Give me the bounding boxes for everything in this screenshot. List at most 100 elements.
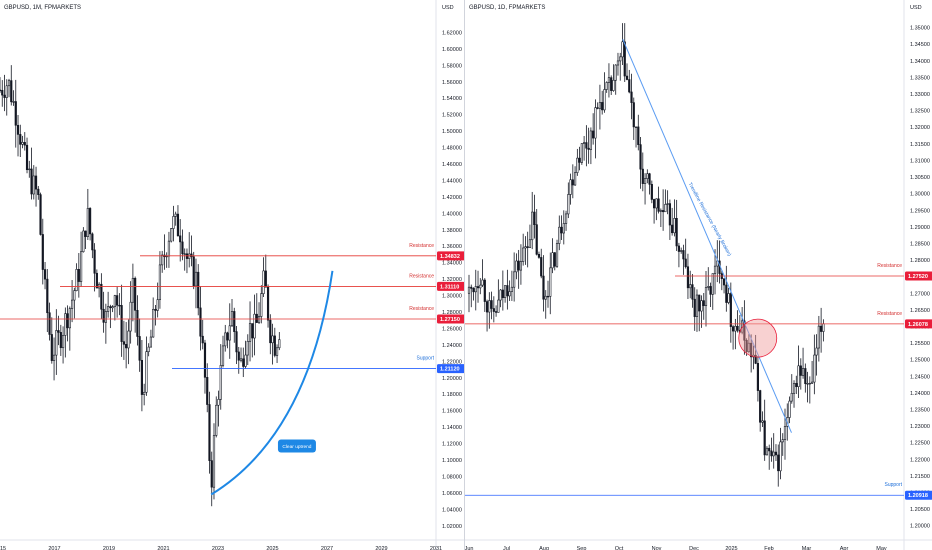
candle — [691, 284, 694, 300]
candle — [605, 82, 608, 90]
candle — [192, 256, 195, 287]
candle — [745, 339, 748, 352]
candle — [104, 311, 107, 323]
candle — [808, 382, 811, 385]
level-price-tag — [437, 251, 464, 261]
y-tick-label: 1.44000 — [442, 178, 462, 184]
candle — [707, 286, 710, 288]
y-tick-label: 1.46000 — [442, 162, 462, 168]
candle — [587, 147, 590, 150]
candle — [513, 271, 516, 288]
candle — [488, 300, 491, 313]
candle — [161, 254, 164, 266]
uptrend-arc[interactable] — [210, 270, 334, 496]
candle — [727, 293, 730, 303]
candle — [777, 454, 780, 472]
candle — [698, 294, 701, 312]
callout-bubble[interactable] — [277, 439, 316, 453]
candle — [768, 447, 771, 452]
x-tick-label: 2027 — [321, 546, 333, 550]
candle — [32, 175, 35, 195]
candle — [34, 175, 38, 190]
chart-pane-daily[interactable]: GBPUSD, 1D, FPMARKETS USD 1.20000 1.20500 1.… — [465, 0, 932, 550]
candle — [476, 286, 480, 289]
candle — [734, 325, 737, 332]
candle — [526, 246, 529, 248]
candle — [57, 330, 60, 333]
candle — [700, 300, 703, 312]
candle — [275, 347, 279, 356]
candle — [80, 251, 83, 282]
candle — [820, 325, 823, 332]
y-tick-label: 1.28000 — [442, 310, 462, 316]
x-tick-label: 2019 — [103, 546, 115, 550]
candle — [569, 179, 572, 195]
candle — [248, 323, 252, 342]
candle — [592, 130, 595, 139]
candle — [519, 261, 523, 271]
y-tick-label: 1.28500 — [910, 241, 930, 247]
candle — [585, 142, 588, 149]
candle — [224, 332, 227, 347]
breakout-highlight-circle[interactable] — [738, 318, 778, 358]
candle — [39, 194, 42, 235]
y-tick-label: 1.38000 — [442, 228, 462, 234]
candle — [790, 392, 793, 402]
candle — [156, 299, 159, 311]
candle — [497, 299, 500, 313]
candle — [116, 295, 119, 306]
x-tick-label: Mar — [802, 546, 812, 550]
candle — [770, 450, 773, 457]
pane-divider[interactable] — [464, 0, 465, 550]
candle — [138, 336, 141, 361]
candle — [515, 260, 518, 273]
candle — [797, 365, 800, 388]
candle — [662, 210, 665, 213]
daily-chart-svg[interactable]: GBPUSD, 1D, FPMARKETS USD 1.20000 1.20500 1.… — [465, 0, 932, 550]
x-tick-label: Sep — [577, 546, 587, 550]
candle — [621, 41, 624, 58]
candle — [801, 368, 805, 376]
candle — [750, 342, 753, 358]
candle — [673, 218, 676, 234]
candle — [704, 287, 708, 307]
y-tick-label: 1.24000 — [442, 343, 462, 349]
callout-text: Clear uptrend — [282, 444, 311, 450]
candle — [260, 293, 263, 317]
trendline[interactable] — [622, 39, 792, 433]
candle — [134, 277, 137, 311]
level-label: Resistance — [409, 243, 434, 249]
y-tick-label: 1.28000 — [910, 258, 930, 264]
y-tick-label: 1.26500 — [910, 308, 930, 314]
candle — [537, 254, 541, 258]
chart-pane-monthly[interactable]: GBPUSD, 1M, FPMARKETS USD 1.02000 1.04000 1.… — [0, 0, 464, 550]
y-tick-label: 1.08000 — [442, 474, 462, 480]
candle — [75, 268, 78, 291]
y-tick-label: 1.32000 — [442, 277, 462, 283]
candle — [657, 198, 660, 212]
x-tick-label: Dec — [689, 546, 699, 550]
y-tick-label: 1.22500 — [910, 441, 930, 447]
candle — [201, 335, 204, 344]
candle — [643, 178, 647, 184]
candle — [668, 203, 671, 226]
candle — [52, 354, 56, 361]
candle — [792, 383, 796, 394]
candle — [68, 308, 71, 329]
candle — [709, 286, 712, 295]
candle — [619, 56, 622, 62]
candle — [3, 94, 6, 98]
candle — [522, 247, 525, 262]
candle — [206, 377, 209, 405]
candle — [689, 284, 692, 289]
candle — [571, 179, 574, 186]
candle — [131, 277, 134, 303]
y-tick-label: 1.02000 — [442, 524, 462, 530]
candle — [695, 294, 699, 317]
y-tick-label: 1.10000 — [442, 458, 462, 464]
candle — [747, 342, 750, 352]
candle — [639, 144, 642, 170]
monthly-chart-svg[interactable]: GBPUSD, 1M, FPMARKETS USD 1.02000 1.04000 1.… — [0, 0, 464, 550]
candle — [549, 267, 552, 297]
y-tick-label: 1.12000 — [442, 442, 462, 448]
